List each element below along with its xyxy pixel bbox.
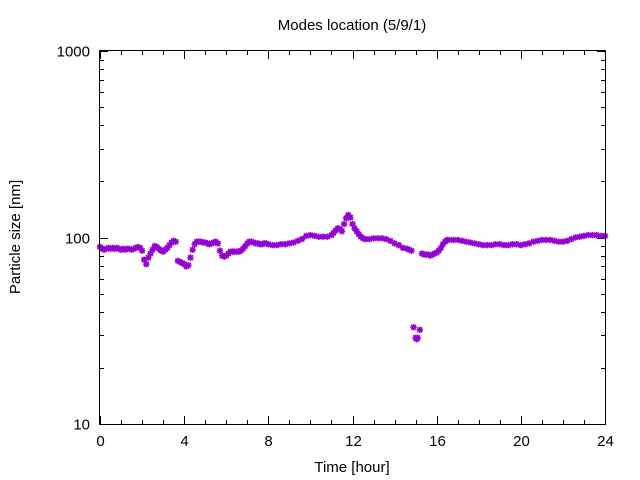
y-tick-label: 1000 <box>57 44 90 61</box>
y-axis-label: Particle size [nm] <box>7 180 24 294</box>
data-point <box>580 232 588 240</box>
x-tick-label: 0 <box>96 433 104 450</box>
plot-frame <box>99 50 606 425</box>
chart-title: Modes location (5/9/1) <box>278 17 426 34</box>
x-tick-label: 8 <box>264 433 272 450</box>
data-point <box>138 247 146 254</box>
data-point <box>410 324 417 331</box>
data-point <box>216 247 224 254</box>
axis-ticks: 0 4 8 12 16 20 24 10 100 1000 <box>57 44 614 451</box>
x-tick-label: 4 <box>180 433 188 450</box>
data-point <box>147 250 154 257</box>
data-point <box>416 326 424 333</box>
x-tick-label: 12 <box>345 433 362 450</box>
data-point <box>338 228 346 235</box>
data-point <box>143 260 150 268</box>
y-tick-label: 100 <box>65 231 90 248</box>
data-point <box>462 238 470 245</box>
data-point <box>189 246 196 253</box>
x-tick-label: 24 <box>597 433 614 450</box>
data-point <box>347 214 354 221</box>
y-tick-label: 10 <box>73 417 90 434</box>
x-tick-label: 20 <box>513 433 530 450</box>
data-point <box>408 247 415 254</box>
data-point <box>185 262 192 269</box>
x-tick-label: 16 <box>429 433 446 450</box>
data-point <box>340 220 348 228</box>
x-axis-label: Time [hour] <box>314 459 389 476</box>
data-point <box>505 241 512 249</box>
data-point <box>214 240 222 247</box>
data-point <box>172 238 179 245</box>
data-point <box>187 254 194 261</box>
data-points <box>96 211 609 343</box>
data-point <box>311 232 318 240</box>
data-point <box>414 334 421 341</box>
data-point <box>387 237 394 245</box>
